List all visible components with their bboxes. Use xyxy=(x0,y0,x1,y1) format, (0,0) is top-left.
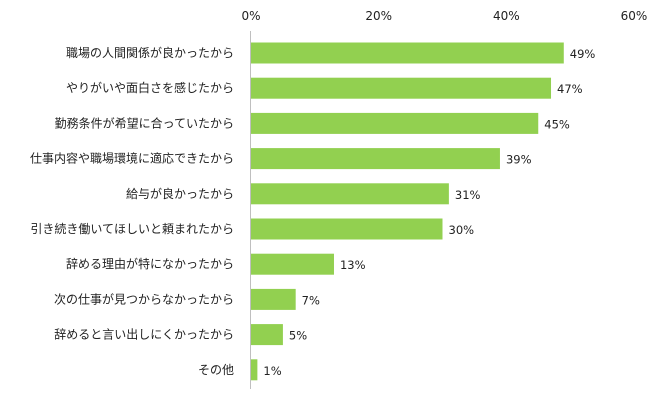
bar-value-label: 49% xyxy=(570,47,596,61)
category-label: 次の仕事が見つからなかったから xyxy=(54,291,234,306)
bar xyxy=(251,183,449,205)
bar xyxy=(251,253,334,275)
x-tick-label: 20% xyxy=(365,9,392,23)
bar xyxy=(251,324,283,346)
bar-value-label: 39% xyxy=(506,153,532,167)
x-axis-ticks: 0% 20% 40% 60% xyxy=(241,9,647,23)
x-tick-label: 60% xyxy=(621,9,648,23)
category-label: 仕事内容や職場環境に適応できたから xyxy=(30,151,234,166)
category-label: その他 xyxy=(198,363,234,377)
x-tick-label: 40% xyxy=(493,9,520,23)
category-label: 給与が良かったから xyxy=(126,186,234,201)
bar xyxy=(251,359,258,381)
bar-value-label: 5% xyxy=(289,329,307,343)
bar xyxy=(251,288,296,310)
bar xyxy=(251,42,564,64)
bar xyxy=(251,148,500,170)
bar xyxy=(251,218,443,240)
bar-value-label: 30% xyxy=(449,223,475,237)
bar-value-label: 31% xyxy=(455,188,481,202)
category-label: 引き続き働いてほしいと頼まれたから xyxy=(30,222,234,236)
bar xyxy=(251,77,552,99)
bar-value-label: 45% xyxy=(544,117,570,131)
bars: 職場の人間関係が良かったから 49% やりがいや面白さを感じたから 47% 勤務条件が希… xyxy=(30,42,596,381)
bar xyxy=(251,112,539,134)
category-label: 職場の人間関係が良かったから xyxy=(66,45,234,60)
category-label: やりがいや面白さを感じたから xyxy=(66,80,234,95)
bar-value-label: 13% xyxy=(340,258,366,272)
bar-value-label: 7% xyxy=(302,293,320,307)
category-label: 辞める理由が特になかったから xyxy=(66,256,234,271)
bar-value-label: 47% xyxy=(557,82,583,96)
x-tick-label: 0% xyxy=(241,9,260,23)
category-label: 辞めると言い出しにくかったから xyxy=(54,327,234,342)
category-label: 勤務条件が希望に合っていたから xyxy=(55,115,234,130)
bar-value-label: 1% xyxy=(263,364,281,378)
